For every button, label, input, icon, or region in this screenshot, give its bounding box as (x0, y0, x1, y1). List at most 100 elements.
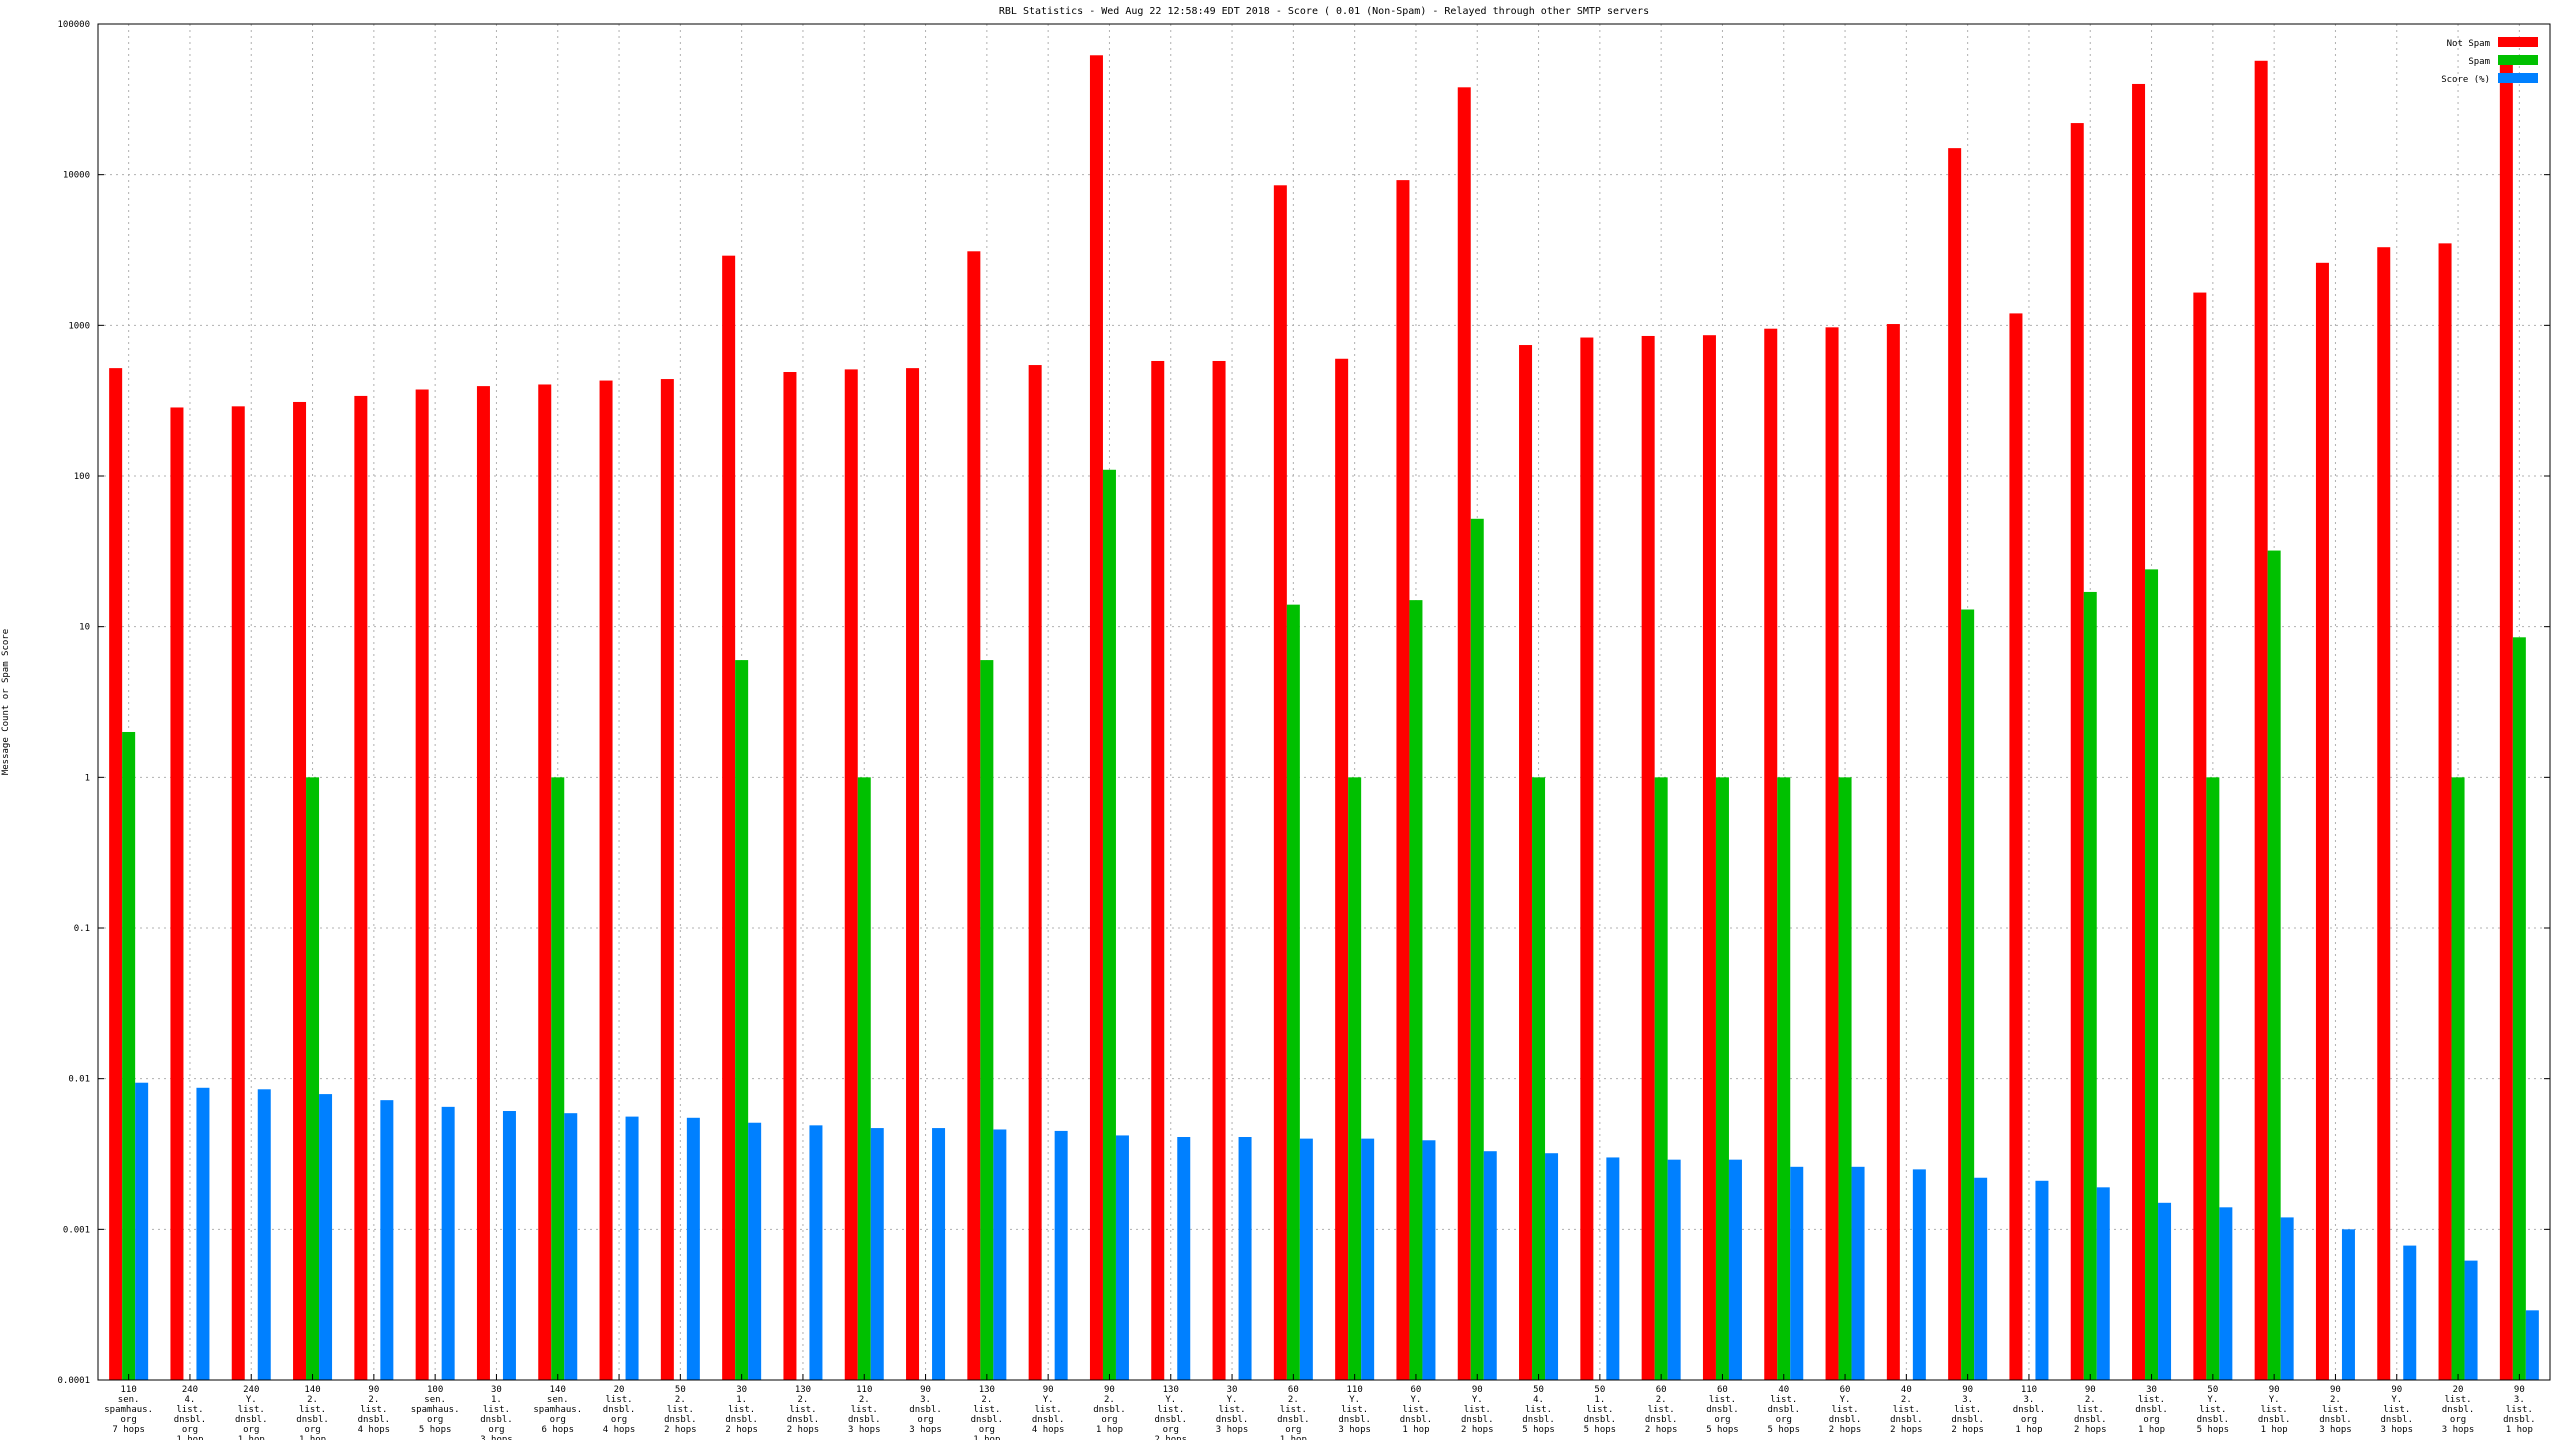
x-tick-label: Y. (246, 1395, 257, 1405)
x-tick-label: 2 hops (787, 1425, 820, 1435)
x-tick-label: org (2021, 1415, 2037, 1425)
x-tick-label: 50 (1533, 1385, 1544, 1395)
x-tick-label: dnsbl. (1951, 1415, 1984, 1425)
bar-spam (122, 731, 136, 1380)
chart-title: RBL Statistics - Wed Aug 22 12:58:49 EDT… (999, 6, 1649, 17)
x-tick-label: dnsbl. (2135, 1405, 2168, 1415)
x-tick-label: 90 (1962, 1385, 1973, 1395)
x-tick-label: 3 hops (1338, 1425, 1371, 1435)
x-tick-label: list. (1648, 1405, 1675, 1415)
plot-frame (97, 23, 2551, 1381)
bar-score (257, 1089, 271, 1380)
bar-not-spam (2254, 60, 2268, 1381)
x-tick-label: 90 (2514, 1385, 2525, 1395)
x-tick-label: Y. (1043, 1395, 1054, 1405)
x-tick-label: list. (2383, 1405, 2410, 1415)
x-tick-label: 60 (1656, 1385, 1667, 1395)
x-tick-label: dnsbl. (1584, 1415, 1617, 1425)
x-tick-label: 3. (1962, 1395, 1973, 1405)
x-tick-label: 90 (368, 1385, 379, 1395)
x-tick-label: 60 (1288, 1385, 1299, 1395)
legend-swatch (2498, 37, 2538, 47)
x-tick-label: 90 (1043, 1385, 1054, 1395)
bar-not-spam (1519, 345, 1533, 1380)
bar-score (2096, 1187, 2110, 1380)
bar-spam (2267, 550, 2281, 1380)
bar-score (1054, 1130, 1068, 1380)
x-tick-label: spamhaus. (104, 1405, 153, 1415)
bar-spam (857, 777, 871, 1380)
bar-not-spam (231, 406, 245, 1380)
x-tick-label: Y. (1472, 1395, 1483, 1405)
x-tick-label: dnsbl. (1890, 1415, 1923, 1425)
x-tick-label: 1 hop (2138, 1425, 2165, 1435)
x-tick-label: 2. (1656, 1395, 1667, 1405)
x-tick-label: org (917, 1415, 933, 1425)
x-tick-label: 2. (1288, 1395, 1299, 1405)
x-tick-label: 40 (1901, 1385, 1912, 1395)
x-tick-label: 90 (2391, 1385, 2402, 1395)
x-tick-label: 2 hops (2074, 1425, 2107, 1435)
bar-not-spam (1764, 328, 1778, 1380)
bar-not-spam (660, 379, 674, 1381)
x-tick-label: dnsbl. (2319, 1415, 2352, 1425)
bar-spam (2451, 777, 2465, 1380)
bar-score (2525, 1310, 2539, 1380)
x-tick-label: 2 hops (1890, 1425, 1923, 1435)
x-tick-label: dnsbl. (2013, 1405, 2046, 1415)
x-tick-label: 1 hop (2015, 1425, 2042, 1435)
bar-not-spam (844, 369, 858, 1380)
x-tick-label: 2 hops (664, 1425, 697, 1435)
bar-not-spam (599, 380, 613, 1380)
bar-score (2464, 1260, 2478, 1380)
x-tick-label: dnsbl. (174, 1415, 207, 1425)
x-tick-label: list. (2261, 1405, 2288, 1415)
x-tick-label: list. (728, 1405, 755, 1415)
x-tick-label: org (1101, 1415, 1117, 1425)
bar-score (1912, 1169, 1926, 1380)
x-tick-label: 1 hop (973, 1435, 1000, 1440)
x-tick-label: list. (2322, 1405, 2349, 1415)
x-tick-label: 140 (550, 1385, 566, 1395)
y-tick-label: 10000 (63, 171, 90, 181)
x-tick-label: list. (667, 1405, 694, 1415)
x-tick-label: spamhaus. (411, 1405, 460, 1415)
x-tick-label: 50 (2207, 1385, 2218, 1395)
bar-not-spam (2193, 292, 2207, 1380)
x-tick-label: org (488, 1425, 504, 1435)
bar-score (686, 1117, 700, 1380)
x-tick-label: 4. (185, 1395, 196, 1405)
x-tick-label: org (427, 1415, 443, 1425)
bar-score (1422, 1140, 1436, 1380)
x-tick-label: 5 hops (1706, 1425, 1739, 1435)
x-tick-label: Y. (2269, 1395, 2280, 1405)
x-tick-label: 130 (795, 1385, 811, 1395)
bar-not-spam (415, 389, 429, 1380)
legend-swatch (2498, 55, 2538, 65)
bar-score (2035, 1180, 2049, 1380)
x-tick-label: 2 hops (1645, 1425, 1678, 1435)
x-tick-label: dnsbl. (1093, 1405, 1126, 1415)
x-tick-label: 30 (1227, 1385, 1238, 1395)
x-tick-label: 50 (675, 1385, 686, 1395)
x-tick-label: 40 (1778, 1385, 1789, 1395)
x-tick-label: dnsbl. (787, 1415, 820, 1425)
bar-score (2158, 1202, 2172, 1380)
bar-not-spam (1457, 87, 1471, 1380)
bar-not-spam (1028, 365, 1042, 1381)
x-tick-label: 1 hop (1280, 1435, 1307, 1440)
bar-score (1606, 1157, 1620, 1380)
bar-spam (1409, 600, 1423, 1380)
x-tick-label: 2. (798, 1395, 809, 1405)
x-tick-label: list. (1770, 1395, 1797, 1405)
x-tick-label: 6 hops (541, 1425, 574, 1435)
bar-not-spam (1089, 55, 1103, 1380)
x-tick-label: dnsbl. (235, 1415, 268, 1425)
y-axis: 0.0001 0.001 0.01 0.1 1 10 100 1000 10000 100000 (57, 20, 2550, 1386)
x-tick-label: 90 (1104, 1385, 1115, 1395)
x-tick-label: org (1285, 1425, 1301, 1435)
x-tick-label: 3. (2024, 1395, 2035, 1405)
x-tick-label: Y. (1411, 1395, 1422, 1405)
x-tick-label: dnsbl. (480, 1415, 513, 1425)
x-tick-label: 5 hops (419, 1425, 452, 1435)
